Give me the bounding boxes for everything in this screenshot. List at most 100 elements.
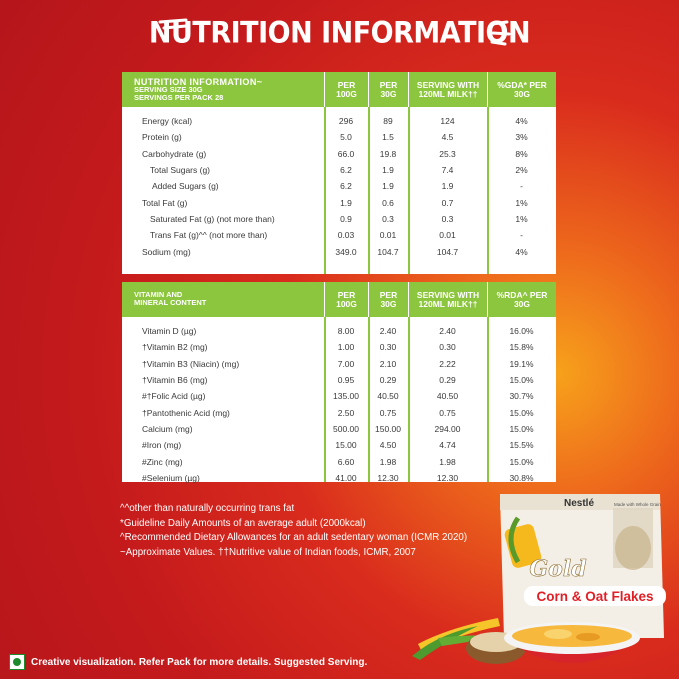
value-col4: - <box>520 230 523 241</box>
header-serving-with-milk: SERVING WITH 120ML MILK†† <box>408 72 487 107</box>
table-row: #Zinc (mg) 6.60 1.98 1.98 15.0% <box>122 453 556 469</box>
table-row: Saturated Fat (g) (not more than) 0.9 0.3 0… <box>122 211 556 227</box>
value-col4: 8% <box>515 148 528 159</box>
value-col2: 89 <box>383 116 393 127</box>
row-label: †Vitamin B2 (mg) <box>142 342 208 353</box>
value-col2: 150.00 <box>375 423 401 434</box>
cereal-bowl-image <box>504 622 640 663</box>
disclaimer-text: Creative visualization. Refer Pack for m… <box>31 656 368 668</box>
vitamin-header-line2: MINERAL CONTENT <box>134 298 207 307</box>
value-col1: 66.0 <box>337 148 355 159</box>
table-row: Carbohydrate (g) 66.0 19.8 25.3 8% <box>122 146 556 162</box>
value-col1: 6.60 <box>337 456 355 467</box>
header-serving-size: SERVING SIZE 30G <box>134 85 203 94</box>
value-col4: 1% <box>515 197 528 208</box>
value-col4: 3% <box>515 132 528 143</box>
value-col1: 41.00 <box>335 472 357 483</box>
variant-name: Corn & Oat Flakes <box>536 589 653 604</box>
value-col1: 6.2 <box>340 181 352 192</box>
value-col1: 0.95 <box>337 375 355 386</box>
row-label: Carbohydrate (g) <box>142 148 207 159</box>
vitamin-rows: Vitamin D (µg) 8.00 2.40 2.40 16.0% †Vitamin … <box>122 317 556 486</box>
value-col2: 0.75 <box>379 407 397 418</box>
header-per-30g: PER 30G <box>368 72 408 107</box>
value-col3: 7.4 <box>441 165 454 176</box>
value-col2: 0.30 <box>379 342 397 353</box>
value-col1: 6.2 <box>340 165 352 176</box>
value-col2: 4.50 <box>379 440 397 451</box>
value-col2: 104.7 <box>377 246 399 257</box>
row-label: †Vitamin B6 (mg) <box>142 375 208 386</box>
value-col3: 4.74 <box>439 440 456 451</box>
value-col4: 15.0% <box>509 423 534 434</box>
page-title-wrap: NUTRITION INFORMATION <box>0 14 679 54</box>
value-col3: 25.3 <box>439 148 456 159</box>
row-label: Total Fat (g) <box>142 197 188 208</box>
header-title: NUTRITION INFORMATION~ <box>134 77 263 87</box>
product-illustration: Nestlé Made with Whole Grain Gold Corn &… <box>412 494 666 664</box>
nutrition-table-header: NUTRITION INFORMATION~ SERVING SIZE 30G … <box>122 72 556 107</box>
footnote-trans-fat: ^^other than naturally occurring trans f… <box>120 503 295 514</box>
page-title: NUTRITION INFORMATION <box>148 16 531 51</box>
row-label: †Pantothenic Acid (mg) <box>142 407 230 418</box>
nutrition-table: NUTRITION INFORMATION~ SERVING SIZE 30G … <box>122 72 556 274</box>
row-label: Protein (g) <box>142 132 182 143</box>
gold-logo: Gold <box>529 556 586 582</box>
value-col3: 0.30 <box>439 342 456 353</box>
vitamin-header-per-100g: PER 100G <box>324 282 368 317</box>
footnotes: ^^other than naturally occurring trans f… <box>120 502 540 560</box>
row-label: Sodium (mg) <box>142 246 191 257</box>
value-col2: 0.3 <box>382 213 394 224</box>
table-row: Total Fat (g) 1.9 0.6 0.7 1% <box>122 194 556 210</box>
value-col4: - <box>520 181 523 192</box>
value-col1: 296 <box>338 116 354 127</box>
value-col2: 0.01 <box>379 230 397 241</box>
value-col2: 1.5 <box>382 132 394 143</box>
value-col3: 104.7 <box>436 246 459 257</box>
row-label: #Selenium (µg) <box>142 472 200 483</box>
row-label: #Iron (mg) <box>142 440 182 451</box>
value-col3: 124 <box>440 116 455 127</box>
value-col1: 1.9 <box>340 197 352 208</box>
header-servings-per-pack: SERVINGS PER PACK 28 <box>134 93 224 102</box>
vitamin-header-line1: VITAMIN AND <box>134 290 183 299</box>
value-col3: 0.7 <box>441 197 454 208</box>
table-row: Sodium (mg) 349.0 104.7 104.7 4% <box>122 243 556 259</box>
value-col1: 5.0 <box>340 132 352 143</box>
value-col1: 349.0 <box>335 246 357 257</box>
table-row: Vitamin D (µg) 8.00 2.40 2.40 16.0% <box>122 323 556 339</box>
value-col3: 2.40 <box>439 326 456 337</box>
footnote-approx: ~Approximate Values. ††Nutritive value o… <box>120 546 416 558</box>
value-col4: 15.0% <box>509 407 534 418</box>
table-row: Trans Fat (g)^^ (not more than) 0.03 0.01 0… <box>122 227 556 243</box>
value-col1: 0.03 <box>337 230 355 241</box>
value-col3: 0.29 <box>439 375 456 386</box>
value-col4: 19.1% <box>509 358 534 369</box>
value-col3: 4.5 <box>441 132 454 143</box>
value-col1: 0.9 <box>340 213 352 224</box>
brand-logo: Nestlé <box>564 498 594 509</box>
nutrition-header-label: NUTRITION INFORMATION~ SERVING SIZE 30G … <box>122 72 324 107</box>
value-col2: 1.9 <box>382 165 394 176</box>
value-col2: 40.50 <box>377 391 399 402</box>
veg-symbol-icon <box>9 654 25 670</box>
value-col3: 0.75 <box>439 407 456 418</box>
value-col4: 15.0% <box>509 456 534 467</box>
value-col4: 30.7% <box>509 391 534 402</box>
row-label: †Vitamin B3 (Niacin) (mg) <box>142 358 240 369</box>
table-row: Total Sugars (g) 6.2 1.9 7.4 2% <box>122 162 556 178</box>
value-col3: 0.3 <box>441 213 454 224</box>
value-col4: 15.0% <box>509 375 534 386</box>
value-col1: 1.00 <box>337 342 355 353</box>
footnote-rda: ^Recommended Dietary Allowances for an a… <box>120 532 468 544</box>
row-label: Energy (kcal) <box>142 116 193 127</box>
value-col3: 12.30 <box>436 472 459 483</box>
row-label: #†Folic Acid (µg) <box>142 391 206 402</box>
row-label: Calcium (mg) <box>142 423 193 434</box>
whole-grain-tag: Made with Whole Grain <box>614 502 661 507</box>
value-col4: 15.8% <box>509 342 534 353</box>
value-col1: 500.00 <box>333 423 359 434</box>
table-row: †Vitamin B2 (mg) 1.00 0.30 0.30 15.8% <box>122 339 556 355</box>
value-col4: 15.5% <box>509 440 534 451</box>
row-label: Total Sugars (g) <box>150 165 210 176</box>
